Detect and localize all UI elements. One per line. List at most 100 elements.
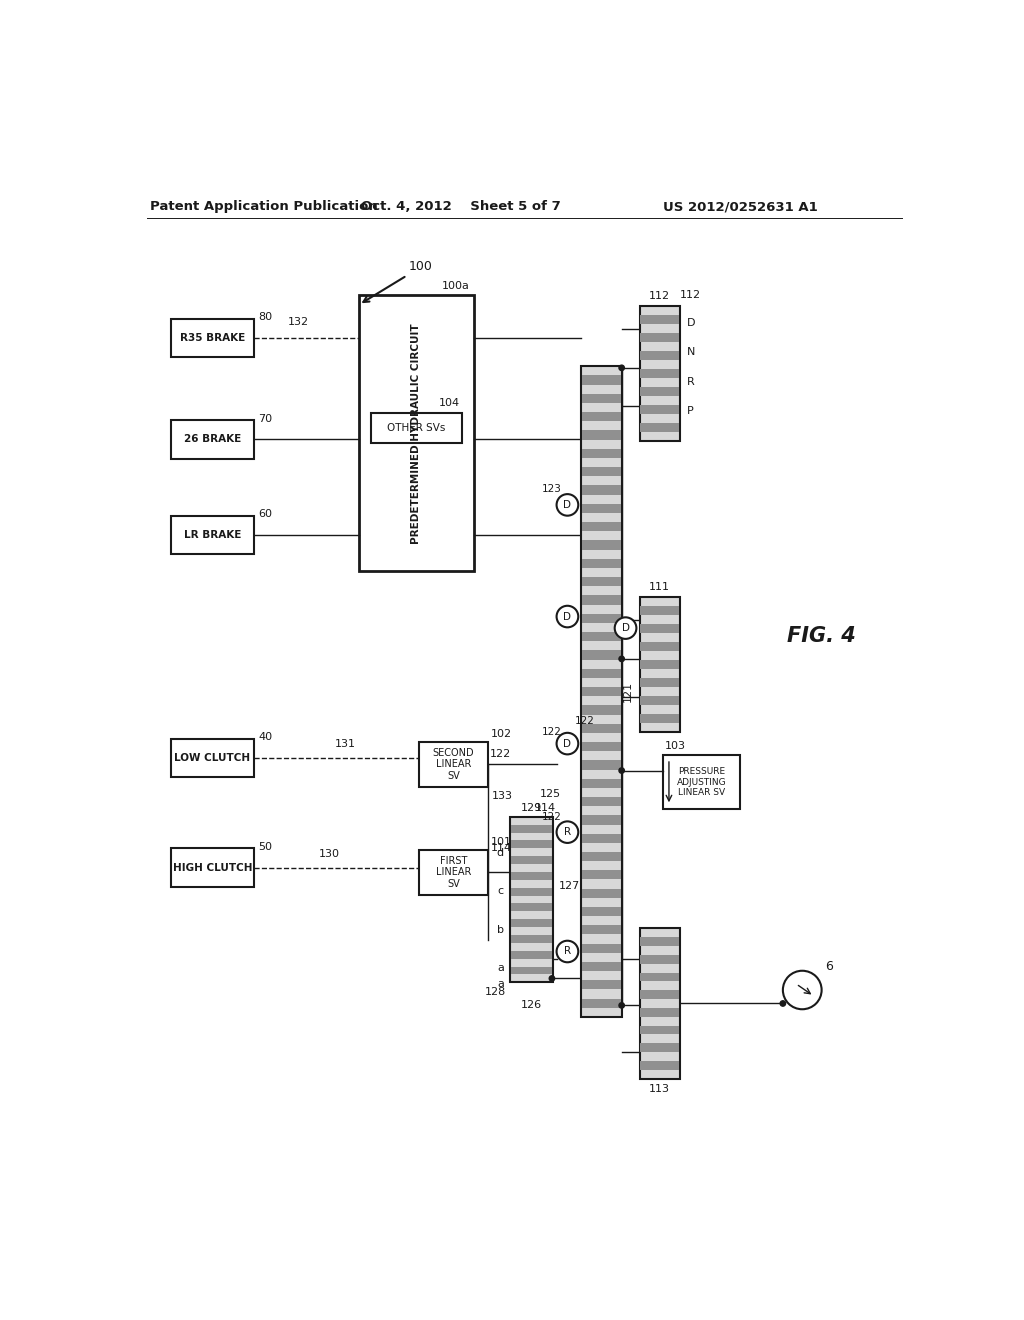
Text: 40: 40 — [258, 733, 272, 742]
Bar — [640, 1026, 679, 1035]
Text: 113: 113 — [649, 1084, 670, 1093]
Text: D: D — [563, 739, 571, 748]
Text: 114: 114 — [490, 842, 512, 853]
Bar — [640, 606, 679, 615]
Circle shape — [549, 975, 555, 981]
Circle shape — [780, 1001, 785, 1006]
Text: 80: 80 — [258, 312, 272, 322]
Bar — [640, 1061, 679, 1069]
Bar — [640, 422, 679, 432]
Bar — [663, 755, 740, 809]
Bar — [583, 577, 621, 586]
Bar — [583, 558, 621, 568]
Bar — [583, 851, 621, 861]
Text: R: R — [687, 376, 694, 387]
Bar — [419, 742, 488, 787]
Circle shape — [618, 1003, 625, 1008]
Text: D: D — [686, 318, 695, 329]
Text: US 2012/0252631 A1: US 2012/0252631 A1 — [663, 201, 817, 214]
Text: PREDETERMINED HYDRAULIC CIRCUIT: PREDETERMINED HYDRAULIC CIRCUIT — [412, 323, 421, 544]
Bar — [511, 873, 552, 880]
Bar — [583, 925, 621, 935]
Bar — [511, 903, 552, 911]
Bar — [510, 817, 553, 982]
Circle shape — [618, 656, 625, 661]
Text: b: b — [497, 925, 504, 935]
Bar — [583, 779, 621, 788]
Bar — [583, 816, 621, 825]
Text: 6: 6 — [825, 961, 834, 973]
Bar — [511, 966, 552, 974]
Text: 122: 122 — [542, 812, 562, 822]
Bar — [640, 1008, 679, 1016]
Bar — [640, 714, 679, 723]
Text: a: a — [497, 979, 504, 989]
Bar — [359, 296, 474, 572]
Bar — [640, 333, 679, 342]
Text: N: N — [686, 347, 695, 358]
Bar — [583, 669, 621, 678]
Text: 104: 104 — [438, 399, 460, 408]
Bar — [583, 742, 621, 751]
Circle shape — [557, 494, 579, 516]
Text: OTHER SVs: OTHER SVs — [387, 422, 445, 433]
Bar — [640, 990, 679, 999]
Text: 130: 130 — [319, 849, 340, 859]
Text: 122: 122 — [542, 727, 562, 737]
Text: P: P — [687, 407, 694, 416]
Text: Oct. 4, 2012    Sheet 5 of 7: Oct. 4, 2012 Sheet 5 of 7 — [361, 201, 561, 214]
Text: 114: 114 — [535, 803, 556, 813]
Bar — [640, 973, 679, 981]
Bar — [583, 523, 621, 531]
Bar — [511, 919, 552, 927]
Bar — [583, 705, 621, 714]
Bar — [371, 413, 462, 444]
Bar — [640, 370, 679, 378]
Bar — [583, 999, 621, 1007]
Bar — [583, 944, 621, 953]
Bar — [640, 387, 679, 396]
Text: FIG. 4: FIG. 4 — [787, 626, 856, 645]
Text: a: a — [497, 964, 504, 973]
Circle shape — [618, 366, 625, 371]
Bar — [640, 315, 679, 325]
Text: c: c — [498, 887, 504, 896]
Bar — [583, 981, 621, 990]
Bar — [511, 950, 552, 958]
Bar — [583, 412, 621, 421]
Bar — [640, 306, 680, 441]
Bar — [640, 678, 679, 688]
Bar — [583, 614, 621, 623]
Bar — [171, 849, 254, 887]
Bar — [171, 516, 254, 554]
Bar — [582, 367, 622, 1016]
Text: 112: 112 — [680, 289, 701, 300]
Bar — [419, 850, 488, 895]
Text: PRESSURE
ADJUSTING
LINEAR SV: PRESSURE ADJUSTING LINEAR SV — [677, 767, 726, 797]
Text: 122: 122 — [575, 715, 595, 726]
Text: 60: 60 — [258, 510, 272, 519]
Bar — [583, 723, 621, 733]
Bar — [583, 504, 621, 513]
Bar — [583, 467, 621, 477]
Bar — [640, 937, 679, 946]
Bar — [640, 1043, 679, 1052]
Circle shape — [557, 821, 579, 843]
Text: 100: 100 — [409, 260, 433, 273]
Bar — [511, 935, 552, 942]
Bar — [511, 825, 552, 833]
Bar — [640, 351, 679, 360]
Bar — [583, 430, 621, 440]
Text: SECOND
LINEAR
SV: SECOND LINEAR SV — [433, 748, 474, 781]
Bar — [640, 597, 680, 733]
Circle shape — [557, 941, 579, 962]
Bar — [640, 954, 679, 964]
Text: 101: 101 — [490, 837, 512, 847]
Circle shape — [557, 606, 579, 627]
Text: D: D — [563, 500, 571, 510]
Text: D: D — [622, 623, 630, 634]
Bar — [640, 696, 679, 705]
Text: 131: 131 — [335, 739, 355, 750]
Bar — [511, 857, 552, 865]
Bar — [583, 962, 621, 972]
